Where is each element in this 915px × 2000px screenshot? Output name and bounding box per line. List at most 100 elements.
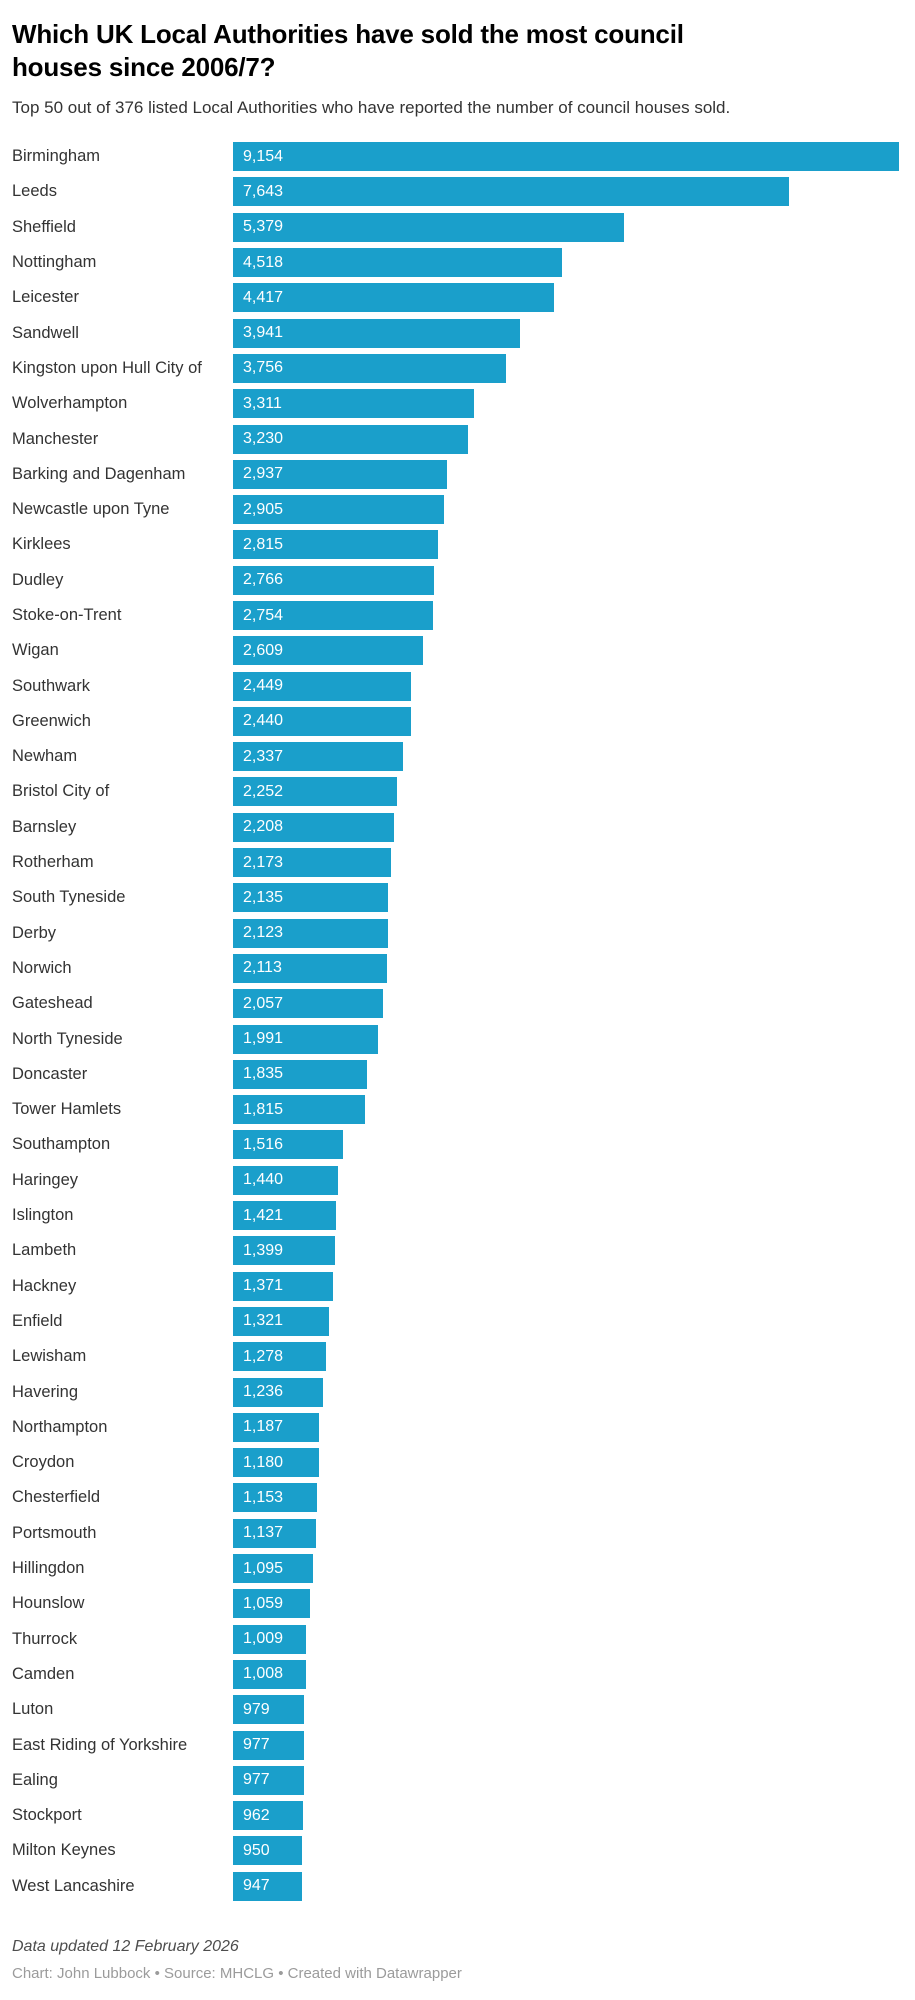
category-label: Lambeth [12,1241,77,1260]
category-label: Portsmouth [12,1523,97,1542]
bar-row: Kirklees 2,815 [12,527,899,562]
bar-value-label: 2,937 [243,465,284,483]
category-label: Greenwich [12,711,91,730]
bar-row: Leicester 4,417 [12,280,899,315]
bar-row: Haringey 1,440 [12,1163,899,1198]
category-label: Barking and Dagenham [12,464,186,483]
bar: 2,905 [233,495,445,525]
bar: 2,252 [233,777,397,807]
bar-row: Manchester 3,230 [12,421,899,456]
category-label: Southwark [12,676,90,695]
bar-row: Ealing 977 [12,1763,899,1798]
bar-value-label: 1,008 [243,1665,284,1683]
bar-track: 3,311 [233,389,899,419]
bar: 3,941 [233,318,520,348]
bar-value-label: 2,208 [243,818,284,836]
category-label: Ealing [12,1770,58,1789]
category-label: Milton Keynes [12,1841,116,1860]
bar: 979 [233,1695,305,1725]
bar-value-label: 962 [243,1806,270,1824]
bar-row: Bristol City of 2,252 [12,774,899,809]
bar-value-label: 950 [243,1841,270,1859]
category-label: Hillingdon [12,1559,85,1578]
bar-value-label: 2,057 [243,994,284,1012]
category-label: Havering [12,1382,79,1401]
bar-value-label: 1,180 [243,1453,284,1471]
bar: 1,321 [233,1306,330,1336]
bar-track: 3,230 [233,424,899,454]
bar: 977 [233,1730,305,1760]
bar: 3,756 [233,353,507,383]
bar-row: South Tyneside 2,135 [12,880,899,915]
category-label: Chesterfield [12,1488,101,1507]
bar-track: 2,937 [233,459,899,489]
bar-row: Newcastle upon Tyne 2,905 [12,492,899,527]
bar: 2,057 [233,989,383,1019]
bar-track: 1,236 [233,1377,899,1407]
bar-row: Lewisham 1,278 [12,1339,899,1374]
bar-row: Greenwich 2,440 [12,704,899,739]
bar-row: West Lancashire 947 [12,1869,899,1904]
bar-track: 1,009 [233,1624,899,1654]
credit-line: Chart: John Lubbock • Source: MHCLG • Cr… [12,1964,462,1982]
bar-value-label: 2,754 [243,606,284,624]
bar-track: 977 [233,1765,899,1795]
category-label: West Lancashire [12,1876,135,1895]
bar-track: 1,278 [233,1342,899,1372]
category-label: Sheffield [12,217,76,236]
bar-row: Havering 1,236 [12,1374,899,1409]
bar-value-label: 7,643 [243,182,284,200]
bar: 950 [233,1836,303,1866]
bar-row: Milton Keynes 950 [12,1833,899,1868]
category-label: Enfield [12,1311,63,1330]
bar-track: 1,059 [233,1589,899,1619]
bar-track: 2,057 [233,989,899,1019]
bar-value-label: 1,835 [243,1065,284,1083]
bar: 1,180 [233,1448,319,1478]
bar-value-label: 1,236 [243,1383,284,1401]
bar-value-label: 2,173 [243,853,284,871]
bar-row: Enfield 1,321 [12,1304,899,1339]
bar-value-label: 1,153 [243,1488,284,1506]
bar-track: 2,208 [233,812,899,842]
bar: 7,643 [233,177,790,207]
bar-track: 2,252 [233,777,899,807]
bar-track: 1,516 [233,1130,899,1160]
bar-row: Hackney 1,371 [12,1269,899,1304]
bar-track: 1,137 [233,1518,899,1548]
bar-row: Islington 1,421 [12,1198,899,1233]
bar-value-label: 977 [243,1736,270,1753]
chart-footer: Data updated 12 February 2026 Chart: Joh… [12,1937,899,1983]
bar-row: Portsmouth 1,137 [12,1516,899,1551]
category-label: Islington [12,1206,74,1225]
bar-row: Lambeth 1,399 [12,1233,899,1268]
bar-track: 947 [233,1871,899,1901]
bar-row: Luton 979 [12,1692,899,1727]
bar-value-label: 2,766 [243,571,284,589]
bar-row: Gateshead 2,057 [12,986,899,1021]
bar-row: Wolverhampton 3,311 [12,386,899,421]
bar-value-label: 2,252 [243,782,284,800]
bar-value-label: 1,059 [243,1594,284,1612]
category-label: Wolverhampton [12,394,128,413]
bar: 977 [233,1765,305,1795]
bar: 3,311 [233,389,474,419]
bar: 1,371 [233,1271,333,1301]
bar: 2,937 [233,459,447,489]
bar-value-label: 1,009 [243,1630,284,1648]
bar: 947 [233,1871,302,1901]
bar-row: Southwark 2,449 [12,668,899,703]
bar: 1,399 [233,1236,335,1266]
category-label: Wigan [12,641,59,660]
bar-value-label: 1,421 [243,1206,284,1224]
bar-row: Sheffield 5,379 [12,210,899,245]
bar-value-label: 2,815 [243,535,284,553]
bar-value-label: 4,417 [243,288,284,306]
bar-value-label: 2,113 [243,959,282,977]
bar-row: Stockport 962 [12,1798,899,1833]
category-label: Sandwell [12,323,79,342]
category-label: Kirklees [12,535,71,554]
bar-track: 2,123 [233,918,899,948]
bar-track: 1,421 [233,1201,899,1231]
bar-track: 1,321 [233,1306,899,1336]
